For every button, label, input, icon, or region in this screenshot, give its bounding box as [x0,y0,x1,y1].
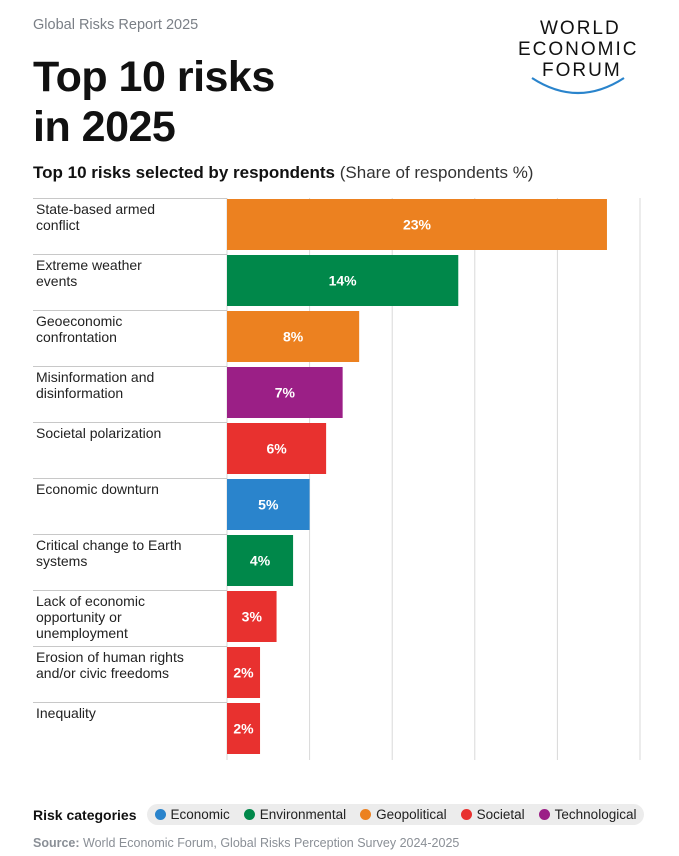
data-label: 2% [233,665,254,681]
data-label: 2% [233,721,254,737]
bar [227,367,343,418]
title-line-2: in 2025 [33,103,176,151]
logo-line-2: ECONOMIC [518,39,639,60]
legend-item-environmental: Environmental [243,807,347,822]
legend-item-technological: Technological [538,807,637,822]
data-label: 4% [250,553,271,569]
data-label: 7% [275,385,296,401]
category-label: conflict [36,217,80,233]
legend-item-geopolitical: Geopolitical [360,807,447,822]
source-text: World Economic Forum, Global Risks Perce… [83,836,460,850]
category-label: Economic downturn [36,481,159,497]
report-label: Global Risks Report 2025 [33,17,199,33]
category-label: confrontation [36,329,117,345]
category-label: unemployment [36,625,128,641]
legend-dot-societal [460,809,472,820]
category-label: disinformation [36,385,123,401]
category-label: State-based armed [36,201,155,217]
source-note: Source: World Economic Forum, Global Ris… [33,836,459,850]
subtitle-note: (Share of respondents %) [339,163,534,182]
legend-label: Economic [170,807,230,822]
category-label: Societal polarization [36,425,161,441]
category-label: Geoeconomic [36,313,122,329]
category-label: Inequality [36,705,96,721]
logo-line-1: WORLD [540,18,621,39]
page-title: Top 10 risks in 2025 [33,52,275,152]
category-label: events [36,273,77,289]
category-label: and/or civic freedoms [36,665,169,681]
bar [227,479,310,530]
category-label: Lack of economic [36,593,145,609]
category-label: Extreme weather [36,257,142,273]
legend-dot-economic [154,809,166,820]
legend-label: Geopolitical [376,807,447,822]
chart-subtitle: Top 10 risks selected by respondents (Sh… [33,163,533,183]
bar [227,311,360,362]
category-label: opportunity or [36,609,122,625]
data-label: 14% [329,273,358,289]
legend-title: Risk categories [33,806,137,823]
legend-item-economic: Economic [154,807,230,822]
data-label: 23% [403,217,432,233]
legend-label: Societal [476,807,525,822]
legend-dot-environmental [243,809,255,820]
category-label: Erosion of human rights [36,649,184,665]
wef-logo: WORLD ECONOMIC FORUM [518,18,639,94]
bar [227,199,607,250]
legend-label: Technological [554,807,637,822]
legend-item-societal: Societal [460,807,525,822]
bar [227,535,294,586]
data-label: 3% [242,609,263,625]
bar [227,255,459,306]
legend-dot-geopolitical [360,809,372,820]
bar [227,703,261,754]
data-label: 5% [258,497,279,513]
category-label: Misinformation and [36,369,154,385]
legend-label: Environmental [259,807,347,822]
bar [227,591,277,642]
logo-arc [531,77,625,94]
source-label: Source: [33,836,80,850]
title-line-1: Top 10 risks [33,53,275,101]
data-label: 6% [266,441,287,457]
logo-line-3: FORUM [542,60,622,81]
bar [227,423,327,474]
category-label: Critical change to Earth [36,537,182,553]
category-label: systems [36,553,87,569]
legend: Risk categories Economic Environmental Geo… [33,804,645,825]
subtitle-bold: Top 10 risks selected by respondents [33,163,336,182]
legend-pill: Economic Environmental Geopolitical Societa… [146,804,645,825]
data-label: 8% [283,329,304,345]
bar [227,647,261,698]
legend-dot-technological [538,809,550,820]
